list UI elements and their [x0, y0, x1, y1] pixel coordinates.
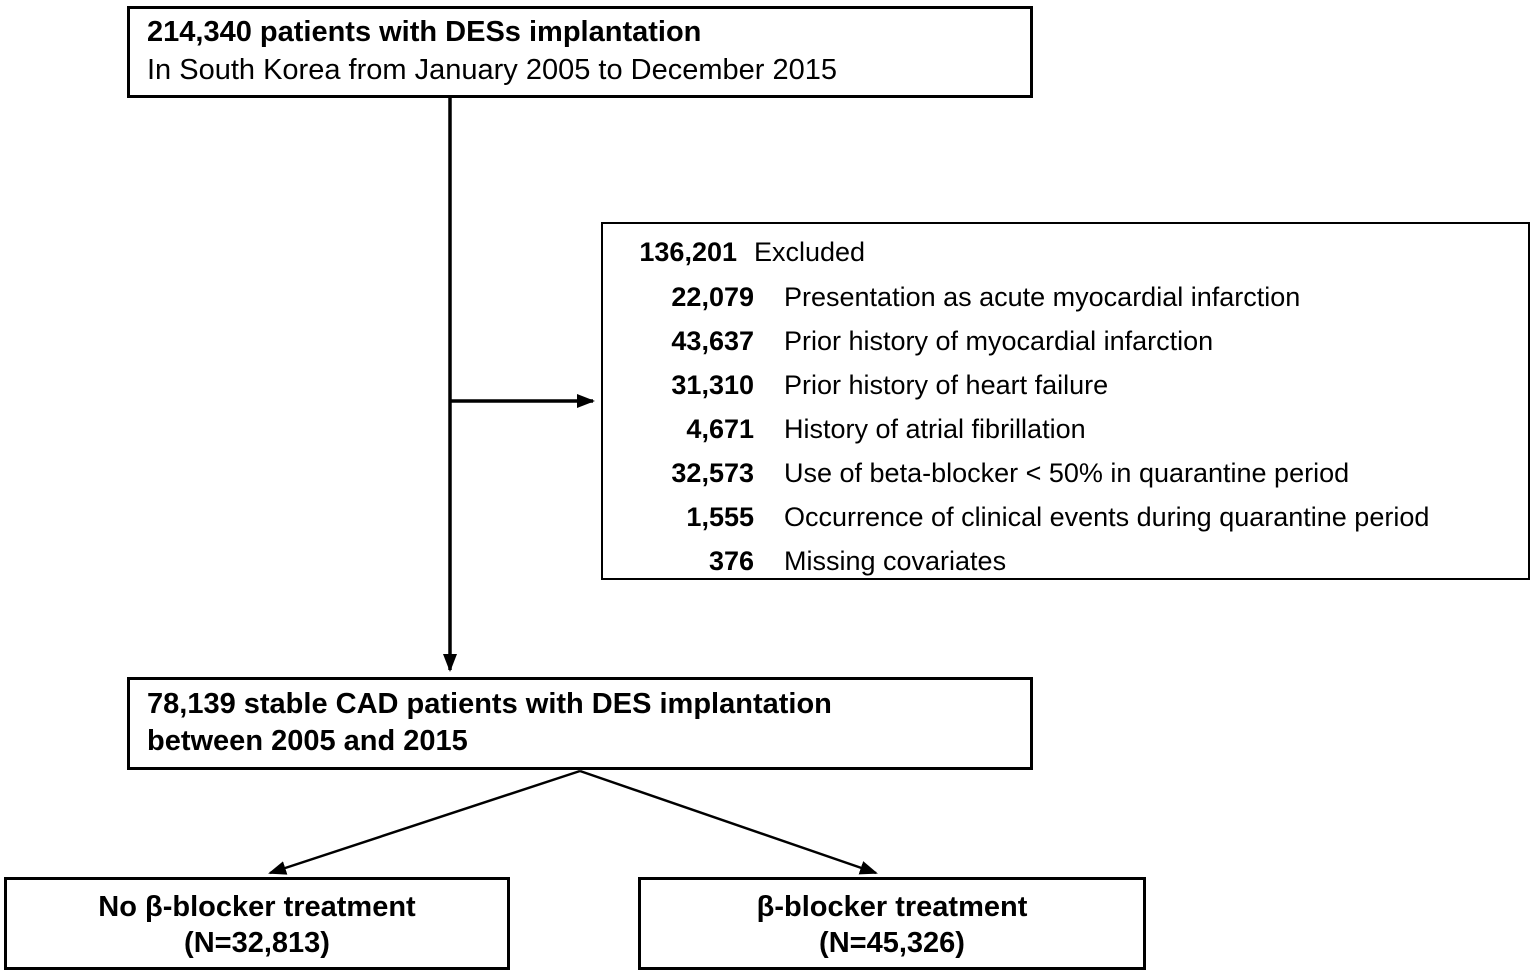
- excluded-item-count: 32,573: [671, 458, 754, 488]
- excluded-label: Excluded: [754, 237, 866, 267]
- box-excluded: 136,201 Excluded 22,079 Presentation as ac…: [601, 222, 1530, 580]
- excluded-item-count: 43,637: [671, 326, 754, 356]
- excluded-header: 136,201 Excluded: [603, 229, 1528, 275]
- cohort-title-line2: between 2005 and 2015: [147, 725, 468, 757]
- excluded-item-reason: Occurrence of clinical events during qua…: [784, 502, 1430, 532]
- excluded-item-reason: Prior history of heart failure: [784, 370, 1109, 400]
- excluded-total-count: 136,201: [639, 237, 737, 267]
- excluded-item: 32,573 Use of beta-blocker < 50% in quara…: [603, 451, 1528, 495]
- excluded-item: 376 Missing covariates: [603, 539, 1528, 583]
- arrow-cohort-to-no-bblocker: [268, 769, 581, 875]
- no-bblocker-count: (N=32,813): [184, 927, 330, 959]
- bblocker-count: (N=45,326): [819, 927, 965, 959]
- excluded-item: 22,079 Presentation as acute myocardial i…: [603, 275, 1528, 319]
- excluded-item: 1,555 Occurrence of clinical events durin…: [603, 495, 1528, 539]
- box-bblocker-group: β-blocker treatment (N=45,326): [638, 877, 1146, 970]
- bblocker-label: β-blocker treatment: [756, 891, 1028, 923]
- box-total-patients: 214,340 patients with DESs implantation …: [127, 6, 1033, 98]
- box-no-bblocker-group: No β-blocker treatment (N=32,813): [4, 877, 510, 970]
- excluded-item-count: 1,555: [686, 502, 754, 532]
- excluded-item-count: 31,310: [671, 370, 754, 400]
- excluded-item: 4,671 History of atrial fibrillation: [603, 407, 1528, 451]
- total-patients-title: 214,340 patients with DESs implantation: [147, 16, 702, 48]
- box-stable-cad-cohort: 78,139 stable CAD patients with DES impl…: [127, 677, 1033, 770]
- no-bblocker-label: No β-blocker treatment: [98, 891, 416, 923]
- excluded-item-count: 4,671: [686, 414, 754, 444]
- excluded-item-reason: History of atrial fibrillation: [784, 414, 1086, 444]
- excluded-item-reason: Prior history of myocardial infarction: [784, 326, 1214, 356]
- cohort-title-line1: 78,139 stable CAD patients with DES impl…: [147, 688, 832, 720]
- excluded-item: 31,310 Prior history of heart failure: [603, 363, 1528, 407]
- excluded-item-count: 376: [708, 546, 754, 576]
- total-patients-subtitle: In South Korea from January 2005 to Dece…: [147, 54, 837, 86]
- arrow-cohort-to-bblocker: [579, 769, 878, 875]
- excluded-item-reason: Use of beta-blocker < 50% in quarantine …: [784, 458, 1350, 488]
- excluded-item-reason: Presentation as acute myocardial infarct…: [784, 282, 1301, 312]
- excluded-item-reason: Missing covariates: [784, 546, 1007, 576]
- excluded-item: 43,637 Prior history of myocardial infarc…: [603, 319, 1528, 363]
- excluded-item-count: 22,079: [671, 282, 754, 312]
